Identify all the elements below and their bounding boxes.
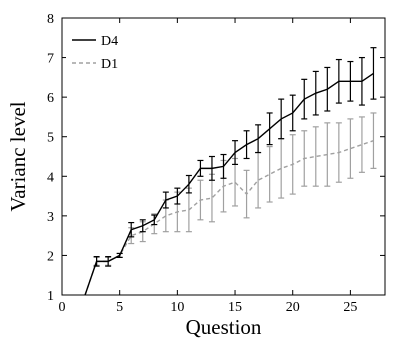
- y-tick-label: 5: [47, 131, 54, 146]
- y-tick-label: 7: [47, 52, 54, 67]
- y-axis-title: Varianc level: [6, 101, 30, 211]
- axis-ticks: 0 5 10 15 20 25 1 2 3 4 5 6 7 8: [47, 12, 385, 315]
- error-bar-d1: [232, 157, 239, 207]
- y-tick-label: 3: [47, 210, 54, 225]
- y-tick-label: 4: [47, 170, 54, 185]
- error-bar-d1: [347, 118, 354, 179]
- series-line-d1: [84, 140, 374, 296]
- error-bar-d1: [278, 138, 285, 199]
- error-bar-d1: [266, 146, 273, 203]
- y-tick-label: 8: [47, 12, 54, 27]
- legend-label-d4: D4: [101, 34, 118, 49]
- plot-area: [84, 47, 377, 296]
- y-tick-label: 1: [47, 289, 54, 304]
- error-bar-d1: [358, 116, 365, 173]
- y-tick-label: 6: [47, 91, 54, 106]
- x-tick-label: 15: [228, 300, 242, 315]
- error-bar-d1: [255, 151, 262, 209]
- x-tick-label: 10: [170, 300, 184, 315]
- legend-label-d1: D1: [101, 57, 118, 72]
- x-tick-label: 0: [59, 300, 66, 315]
- error-bar-d1: [312, 126, 319, 187]
- x-axis-title: Question: [186, 315, 262, 339]
- series-line-d4: [84, 72, 374, 296]
- series-d1: [84, 112, 377, 296]
- x-tick-label: 5: [116, 300, 123, 315]
- y-tick-label: 2: [47, 249, 54, 264]
- legend-box: [66, 26, 132, 74]
- series-d4: [84, 47, 377, 296]
- x-tick-label: 20: [286, 300, 300, 315]
- x-tick-label: 25: [343, 300, 357, 315]
- plot-frame: [61, 17, 386, 296]
- legend: D4 D1: [66, 26, 132, 74]
